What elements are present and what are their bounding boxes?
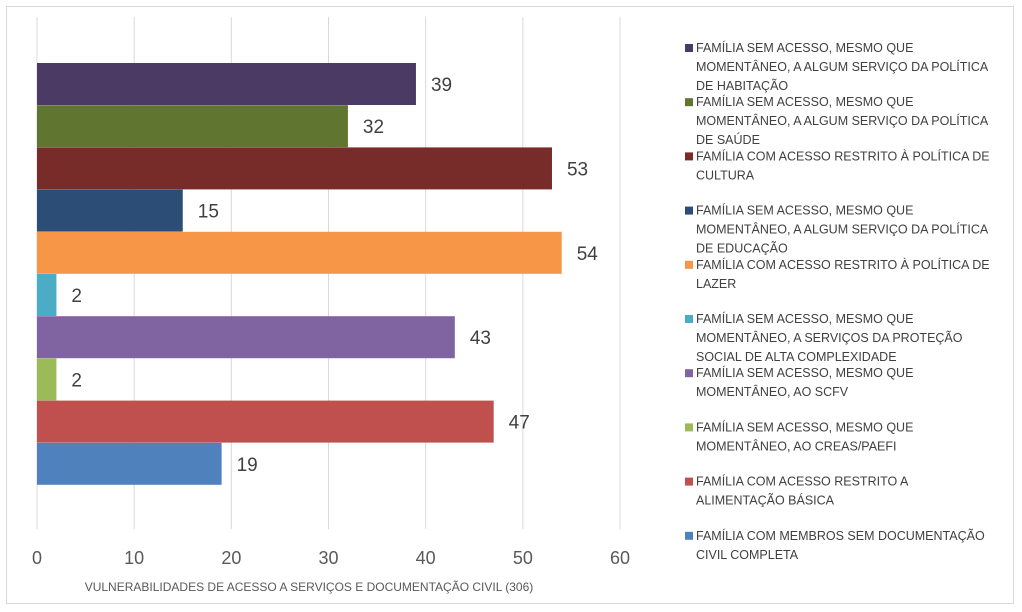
x-axis-label: VULNERABILIDADES DE ACESSO A SERVIÇOS E … (85, 580, 534, 594)
bar (37, 63, 416, 105)
bar (37, 232, 562, 274)
bar (37, 316, 455, 358)
chart-frame: 39 32 53 15 54 2 43 2 47 19 0 10 20 30 40 50 60 VULNERA… (6, 6, 1014, 604)
legend-swatch (685, 98, 693, 106)
data-label: 19 (237, 455, 258, 476)
x-tick-label: 20 (221, 548, 241, 568)
bar (37, 401, 494, 443)
x-tick-label: 0 (32, 548, 42, 568)
legend-label: FAMÍLIA COM ACESSO RESTRITO À POLÍTICA D… (696, 257, 990, 272)
data-label: 2 (71, 370, 82, 391)
legend-label: FAMÍLIA SEM ACESSO, MESMO QUE (696, 365, 913, 380)
bar (37, 147, 552, 189)
legend-label: MOMENTÂNEO, A ALGUM SERVIÇO DA POLÍTICA (696, 113, 989, 128)
legend-label: DE SAÚDE (696, 132, 760, 147)
data-label: 2 (71, 286, 82, 307)
legend-label: FAMÍLIA COM MEMBROS SEM DOCUMENTAÇÃO (696, 528, 985, 543)
legend-label: DE HABITAÇÃO (696, 79, 788, 93)
legend-label: FAMÍLIA COM ACESSO RESTRITO A (696, 474, 909, 489)
x-tick-label: 40 (416, 548, 436, 568)
legend-label: MOMENTÂNEO, A ALGUM SERVIÇO DA POLÍTICA (696, 222, 989, 237)
bar (37, 274, 56, 316)
x-tick-label: 10 (124, 548, 144, 568)
x-axis-ticks: 0 10 20 30 40 50 60 (32, 548, 630, 568)
legend-label: FAMÍLIA SEM ACESSO, MESMO QUE (696, 419, 913, 434)
bars (37, 63, 562, 485)
data-label: 43 (470, 328, 491, 349)
legend-label: MOMENTÂNEO, A SERVIÇOS DA PROTEÇÃO (696, 330, 963, 345)
x-tick-label: 50 (513, 548, 533, 568)
data-label: 39 (431, 75, 452, 96)
legend-label: MOMENTÂNEO, A ALGUM SERVIÇO DA POLÍTICA (696, 59, 989, 74)
legend-label: LAZER (696, 277, 736, 291)
legend-swatch (685, 44, 693, 52)
legend-label: CIVIL COMPLETA (696, 548, 799, 562)
data-label: 32 (363, 117, 384, 138)
legend-label: DE EDUCAÇÃO (696, 242, 788, 256)
legend-label: SOCIAL DE ALTA COMPLEXIDADE (696, 350, 897, 364)
x-tick-label: 60 (610, 548, 630, 568)
data-label: 47 (509, 413, 530, 434)
horizontal-bar-chart: 39 32 53 15 54 2 43 2 47 19 0 10 20 30 40 50 60 VULNERA… (7, 7, 1015, 605)
legend-label: FAMÍLIA SEM ACESSO, MESMO QUE (696, 94, 913, 109)
data-label: 53 (567, 159, 588, 180)
legend-label: FAMÍLIA COM ACESSO RESTRITO À POLÍTICA D… (696, 148, 990, 163)
legend-label: MOMENTÂNEO, AO CREAS/PAEFI (696, 438, 897, 453)
bar (37, 105, 348, 147)
legend-label: FAMÍLIA SEM ACESSO, MESMO QUE (696, 311, 913, 326)
legend-label: MOMENTÂNEO, AO SCFV (696, 384, 849, 399)
legend-swatch (685, 532, 693, 540)
legend-swatch (685, 207, 693, 215)
legend-label: FAMÍLIA SEM ACESSO, MESMO QUE (696, 203, 913, 218)
bar (37, 443, 222, 485)
legend-swatch (685, 315, 693, 323)
legend-swatch (685, 261, 693, 269)
data-label: 15 (198, 202, 219, 223)
bar (37, 190, 183, 232)
legend-swatch (685, 152, 693, 160)
legend-swatch (685, 369, 693, 377)
legend-label: FAMÍLIA SEM ACESSO, MESMO QUE (696, 40, 913, 55)
legend-swatch (685, 423, 693, 431)
x-tick-label: 30 (318, 548, 338, 568)
legend-label: ALIMENTAÇÃO BÁSICA (696, 493, 835, 508)
legend-swatch (685, 478, 693, 486)
legend-label: CULTURA (696, 168, 755, 182)
bar (37, 358, 56, 400)
legend: FAMÍLIA SEM ACESSO, MESMO QUE MOMENTÂNEO,… (685, 40, 990, 562)
data-label: 54 (577, 244, 599, 265)
